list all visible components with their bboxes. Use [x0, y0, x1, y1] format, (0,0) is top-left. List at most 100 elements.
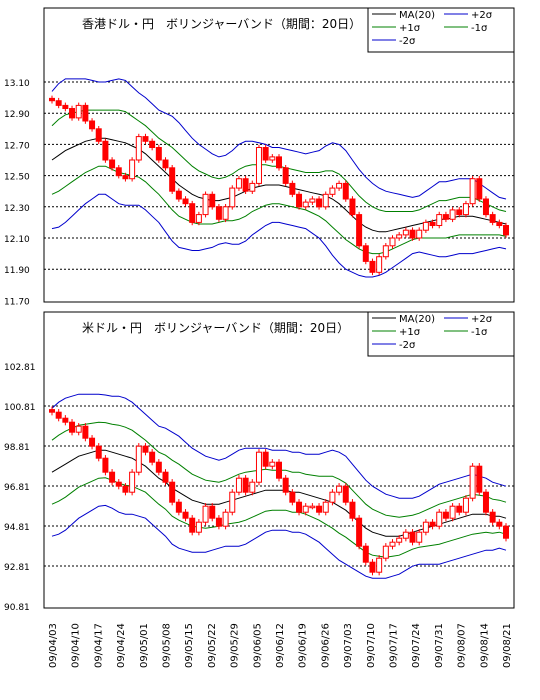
candle-body [289, 491, 296, 503]
candle-body [296, 501, 303, 513]
candle-body [142, 136, 149, 142]
legend-label: -2σ [399, 340, 416, 351]
candle-body [109, 159, 116, 169]
candle-body [229, 187, 236, 208]
candle-body [376, 557, 383, 573]
candle-body [235, 477, 242, 493]
candle-body [135, 445, 142, 473]
candle-body [215, 517, 222, 527]
x-tick-label: 09/05/08 [162, 623, 173, 668]
legend: MA(20) +2σ +1σ -1σ -2σ [367, 7, 515, 53]
candle-body [422, 521, 429, 533]
candle-body [462, 203, 469, 216]
candle-body [302, 505, 309, 513]
candle-body [442, 511, 449, 519]
y-tick-label: 11.90 [4, 266, 30, 276]
candle-body [336, 182, 343, 189]
candle-body [456, 209, 463, 216]
x-tick-label: 09/05/22 [207, 623, 218, 668]
series-minus1sigma [51, 165, 507, 255]
legend-label: -2σ [399, 36, 416, 47]
x-tick-label: 09/04/17 [93, 623, 104, 668]
candle-body [316, 198, 323, 208]
candle-body [169, 481, 176, 503]
x-tick-label: 09/04/24 [116, 623, 127, 668]
y-tick-label: 12.50 [4, 173, 30, 183]
candle-body [109, 471, 116, 483]
candle-body [489, 511, 496, 523]
x-axis: 09/04/03 09/04/10 09/04/17 09/04/24 09/05/01… [48, 623, 513, 668]
x-tick-label: 09/08/14 [479, 623, 490, 668]
x-tick-label: 09/05/29 [230, 623, 241, 668]
candle-body [396, 234, 403, 239]
candle-body [469, 465, 476, 499]
candle-body [503, 525, 509, 539]
candle-body [55, 100, 62, 106]
legend-label: -1σ [471, 327, 488, 338]
candle-body [309, 505, 316, 509]
legend-box [367, 311, 515, 357]
legend-label: +1σ [399, 23, 421, 34]
x-tick-label: 09/06/05 [252, 623, 263, 668]
candle-body [229, 491, 236, 513]
candle-body [75, 425, 82, 433]
candle-body [155, 147, 162, 161]
candle-body [149, 140, 156, 149]
candle-body [62, 104, 69, 110]
candle-body [356, 517, 363, 547]
x-tick-label: 09/07/31 [434, 623, 445, 668]
chart-title: 香港ドル・円 ボリンジャーバンド（期間：20日） [82, 17, 361, 31]
candle-body [162, 471, 169, 483]
candle-body [436, 214, 443, 227]
legend-box [367, 7, 515, 53]
candle-body [162, 159, 169, 169]
candle-body [322, 501, 329, 513]
x-tick-label: 09/07/10 [366, 623, 377, 668]
x-tick-label: 09/07/03 [343, 623, 354, 668]
chart-panel-2: 米ドル・円 ボリンジャーバンド（期間：20日） MA(20) +2σ +1σ -1σ -2… [4, 311, 515, 613]
candle-body [129, 471, 136, 493]
legend-label: MA(20) [399, 10, 435, 21]
candle-body [476, 178, 483, 200]
candle-body [122, 485, 129, 493]
candle-body [195, 214, 202, 223]
candle-body [462, 497, 469, 513]
candle-body [429, 221, 436, 227]
candle-body [503, 225, 509, 236]
series-minus2sigma [51, 193, 507, 278]
candle-body [242, 178, 249, 192]
candle-body [82, 104, 89, 122]
candle-body [416, 229, 423, 239]
candle-body [62, 417, 69, 423]
y-tick-label: 98.81 [4, 443, 30, 453]
candle-body [402, 531, 409, 539]
plot-frame [43, 7, 515, 303]
legend-label: MA(20) [399, 314, 435, 325]
candle-body [449, 505, 456, 519]
series-minus1sigma [51, 477, 507, 558]
candle-body [69, 108, 76, 119]
candle-body [289, 182, 296, 195]
series-plus2sigma [51, 78, 507, 200]
y-tick-label: 12.30 [4, 204, 30, 214]
series-plus2sigma [51, 393, 507, 499]
candle-body [369, 561, 376, 573]
candle-body [429, 521, 436, 527]
legend-label: +1σ [399, 327, 421, 338]
candle-body [322, 193, 329, 208]
candle-body [182, 198, 189, 205]
candle-body [422, 221, 429, 231]
candle-body [416, 531, 423, 543]
candle-body [95, 128, 102, 142]
candle-body [282, 477, 289, 493]
x-tick-label: 09/06/12 [275, 623, 286, 668]
candle-body [89, 437, 96, 447]
candle-body [255, 451, 262, 483]
candle-body [115, 481, 122, 487]
candle-body [276, 156, 282, 169]
legend-label: +2σ [471, 10, 493, 21]
candle-body [149, 451, 156, 463]
candle-body [356, 214, 363, 247]
candle-body [409, 229, 416, 239]
candle-body [215, 206, 222, 220]
